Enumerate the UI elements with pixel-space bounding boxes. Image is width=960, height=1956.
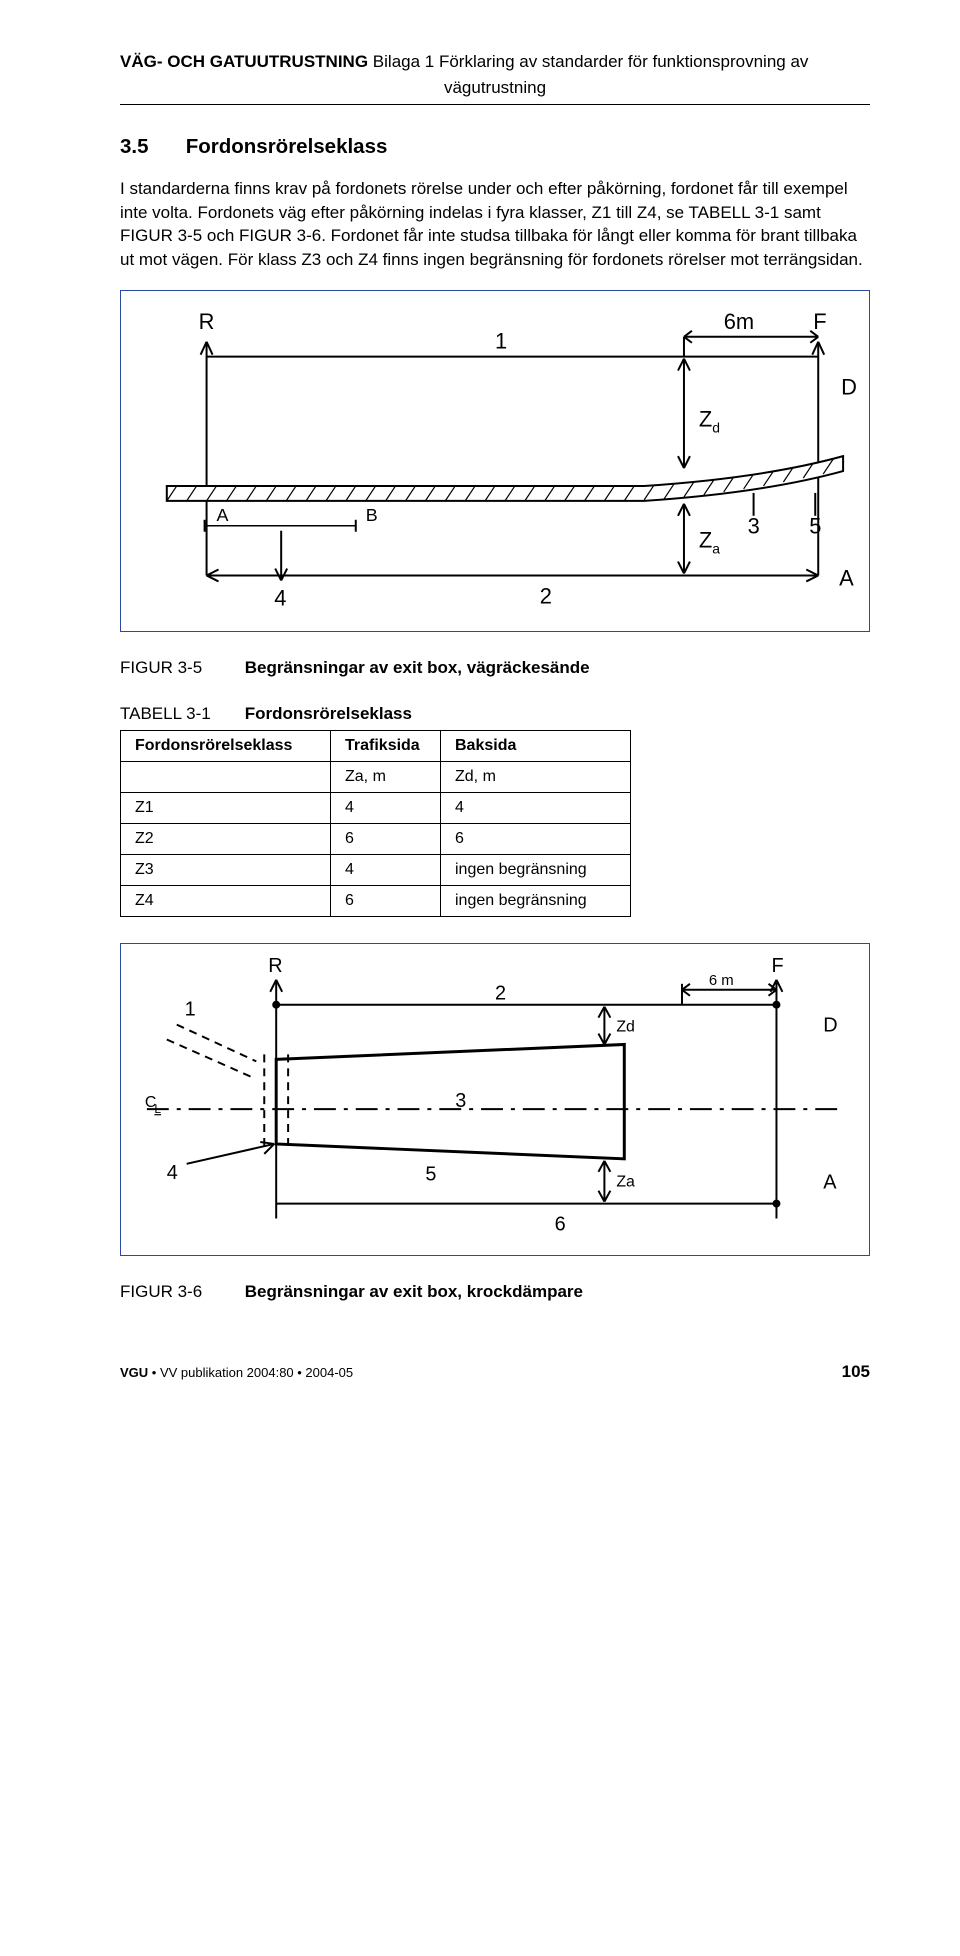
fig1-n2: 2 <box>540 583 552 608</box>
footer-left-rest: • VV publikation 2004:80 • 2004-05 <box>148 1365 353 1380</box>
fig2-F: F <box>771 955 783 977</box>
fig1-6m: 6m <box>724 309 754 334</box>
section-title: Fordonsrörelseklass <box>186 135 388 158</box>
col-h-0: Fordonsrörelseklass <box>121 731 331 762</box>
figure-3-6-caption: FIGUR 3-6 Begränsningar av exit box, kro… <box>120 1282 870 1302</box>
sub-1: Za, m <box>331 762 441 793</box>
footer-left-bold: VGU <box>120 1365 148 1380</box>
fig2-6m: 6 m <box>709 973 734 989</box>
figure-3-5-caption: FIGUR 3-5 Begränsningar av exit box, väg… <box>120 658 870 678</box>
fig1-Aright: A <box>839 565 854 590</box>
fig1-n4: 4 <box>274 585 286 610</box>
table-3-1-title: TABELL 3-1 Fordonsrörelseklass <box>120 704 870 724</box>
page-header: VÄG- OCH GATUUTRUSTNING Bilaga 1 Förklar… <box>120 50 870 74</box>
fig2-D: D <box>823 1015 837 1037</box>
fig2-n5: 5 <box>425 1164 436 1186</box>
table-row: Z2 6 6 <box>121 824 631 855</box>
cell: ingen begränsning <box>441 855 631 886</box>
fig2-n3: 3 <box>455 1090 466 1112</box>
section-number: 3.5 <box>120 135 180 159</box>
page-footer: VGU • VV publikation 2004:80 • 2004-05 1… <box>120 1362 870 1382</box>
cell: Z3 <box>121 855 331 886</box>
fig1-A: A <box>217 505 229 525</box>
fig2-Zd: Zd <box>616 1019 635 1036</box>
figure-3-6: R F 6 m D A 1 2 3 4 5 6 Zd Za CL <box>120 943 870 1255</box>
sub-0 <box>121 762 331 793</box>
fig1-Za: Za <box>699 528 720 557</box>
cell: Z2 <box>121 824 331 855</box>
fig2-A: A <box>823 1172 837 1194</box>
fig2-cap-text: Begränsningar av exit box, krockdämpare <box>245 1282 583 1301</box>
fig2-Za: Za <box>616 1174 635 1191</box>
header-subtitle: vägutrustning <box>120 78 870 98</box>
cell: 4 <box>331 855 441 886</box>
cell: Z1 <box>121 793 331 824</box>
table1-text: Fordonsrörelseklass <box>245 704 412 723</box>
cell: 6 <box>331 824 441 855</box>
fig2-n2: 2 <box>495 983 506 1005</box>
table-header-row: Fordonsrörelseklass Trafiksida Baksida <box>121 731 631 762</box>
fig2-n4: 4 <box>167 1162 178 1184</box>
cell: 6 <box>331 886 441 917</box>
table-3-1: Fordonsrörelseklass Trafiksida Baksida Z… <box>120 730 631 917</box>
fig1-label-D: D <box>841 374 857 399</box>
figure-3-6-svg: R F 6 m D A 1 2 3 4 5 6 Zd Za CL <box>127 950 863 1248</box>
fig2-R: R <box>268 955 282 977</box>
table-row: Z4 6 ingen begränsning <box>121 886 631 917</box>
header-title-bold: VÄG- OCH GATUUTRUSTNING <box>120 52 368 71</box>
footer-left: VGU • VV publikation 2004:80 • 2004-05 <box>120 1365 353 1380</box>
fig2-n6: 6 <box>555 1214 566 1236</box>
fig1-F: F <box>813 309 826 334</box>
figure-3-5: D <box>120 290 870 632</box>
col-h-2: Baksida <box>441 731 631 762</box>
fig1-n3: 3 <box>748 514 760 539</box>
cell: ingen begränsning <box>441 886 631 917</box>
sub-2: Zd, m <box>441 762 631 793</box>
header-title-rest-text: Bilaga 1 Förklaring av standarder för fu… <box>373 52 809 71</box>
fig2-n1: 1 <box>185 999 196 1021</box>
fig2-CL: CL <box>145 1094 162 1116</box>
table-subheader-row: Za, m Zd, m <box>121 762 631 793</box>
table1-label: TABELL 3-1 <box>120 704 240 724</box>
cell: 4 <box>331 793 441 824</box>
fig1-B: B <box>366 505 378 525</box>
fig1-n1: 1 <box>495 329 507 354</box>
table-row: Z3 4 ingen begränsning <box>121 855 631 886</box>
section-heading: 3.5 Fordonsrörelseklass <box>120 135 870 159</box>
table-row: Z1 4 4 <box>121 793 631 824</box>
footer-page-number: 105 <box>842 1362 870 1382</box>
fig2-cap-label: FIGUR 3-6 <box>120 1282 240 1302</box>
figure-3-5-svg: D <box>127 297 863 625</box>
fig1-Zd: Zd <box>699 406 720 435</box>
fig1-cap-text: Begränsningar av exit box, vägräckesände <box>245 658 590 677</box>
cell: 4 <box>441 793 631 824</box>
cell: Z4 <box>121 886 331 917</box>
fig1-cap-label: FIGUR 3-5 <box>120 658 240 678</box>
col-h-1: Trafiksida <box>331 731 441 762</box>
fig1-n5: 5 <box>809 514 821 539</box>
cell: 6 <box>441 824 631 855</box>
body-paragraph-1: I standarderna finns krav på fordonets r… <box>120 177 870 272</box>
fig1-R: R <box>199 309 215 334</box>
header-rule <box>120 104 870 105</box>
